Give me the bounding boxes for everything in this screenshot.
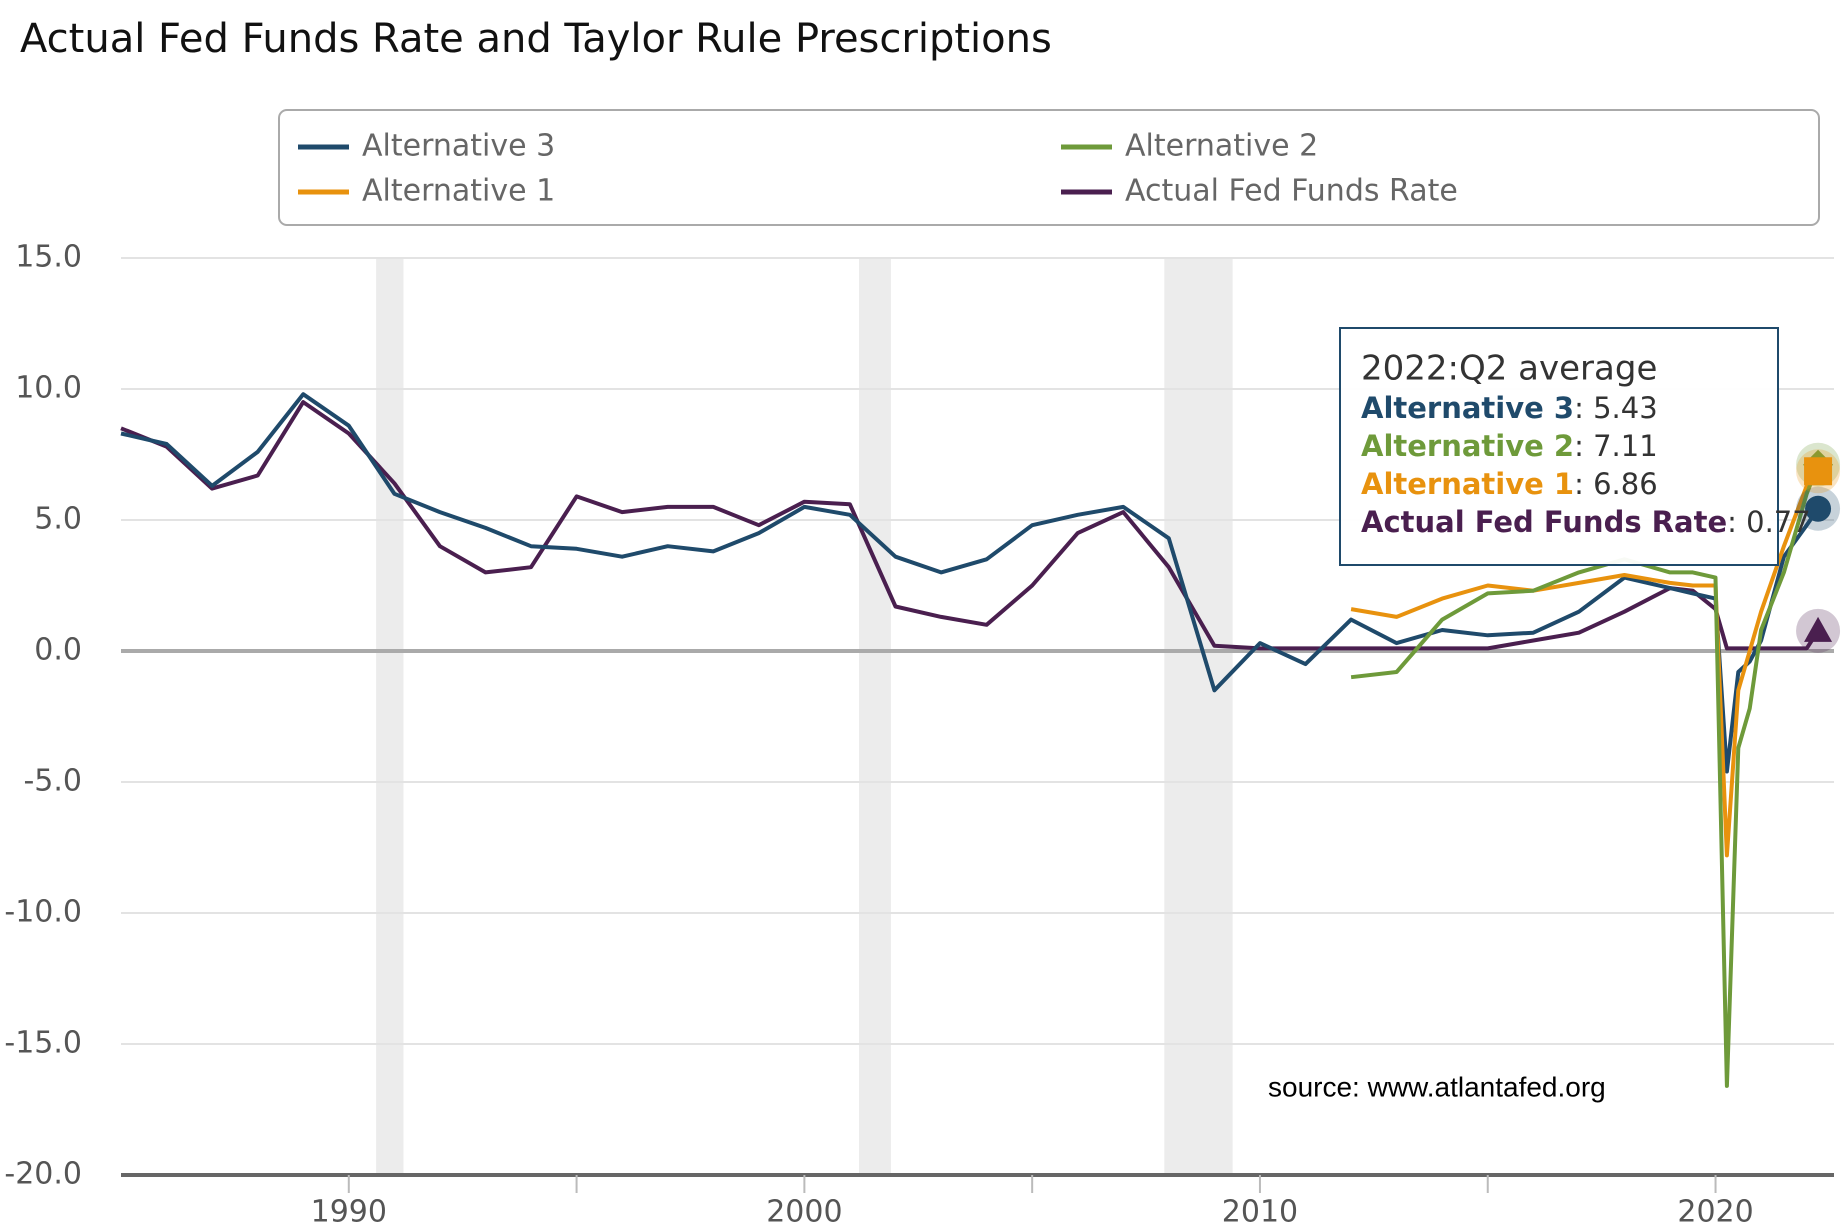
y-tick-label: 0.0 [34,633,82,668]
end-marker [1804,457,1833,486]
x-tick-label: 1990 [311,1195,387,1227]
x-tick-label: 2020 [1677,1195,1753,1227]
tooltip-series-name: Alternative 1 [1361,467,1574,501]
legend-box [278,109,1820,226]
x-tick-label: 2000 [766,1195,842,1227]
tooltip-value: 7.11 [1593,429,1658,463]
tooltip-value: 0.77 [1746,505,1811,539]
chart-title: Actual Fed Funds Rate and Taylor Rule Pr… [20,16,1052,62]
tooltip-title: 2022:Q2 average [1361,349,1657,389]
tooltip-row: Alternative 3: 5.43 [1361,391,1658,425]
source-note: source: www.atlantafed.org [1268,1071,1606,1102]
y-tick-label: -15.0 [4,1026,82,1061]
y-tick-label: 5.0 [34,502,82,537]
tooltip-series-name: Actual Fed Funds Rate [1361,505,1727,539]
recession-band [859,258,891,1175]
series-line [1350,470,1820,858]
series-line [120,400,1820,651]
y-tick-label: 10.0 [15,371,82,406]
recession-band [376,258,404,1175]
legend-label: Alternative 2 [1125,129,1318,164]
legend-label: Alternative 3 [362,129,555,164]
tooltip-value: 6.86 [1593,467,1658,501]
legend-label: Actual Fed Funds Rate [1125,174,1458,209]
tooltip-series-name: Alternative 3 [1361,391,1574,425]
tooltip-value: 5.43 [1593,391,1658,425]
series-line [1350,463,1820,1088]
y-tick-label: -20.0 [4,1157,82,1192]
tooltip-row: Actual Fed Funds Rate: 0.77 [1361,505,1811,539]
end-marker [1804,616,1833,642]
y-tick-label: -5.0 [23,764,82,799]
recession-band [1164,258,1233,1175]
x-tick-label: 2010 [1222,1195,1298,1227]
legend-label: Alternative 1 [362,174,555,209]
y-tick-label: -10.0 [4,895,82,930]
tooltip-row: Alternative 2: 7.11 [1361,429,1658,463]
tooltip-series-name: Alternative 2 [1361,429,1574,463]
tooltip-row: Alternative 1: 6.86 [1361,467,1658,501]
end-marker [1805,495,1832,522]
y-tick-label: 15.0 [15,240,82,275]
series-line [120,392,1820,774]
tooltip-box [1339,327,1779,566]
